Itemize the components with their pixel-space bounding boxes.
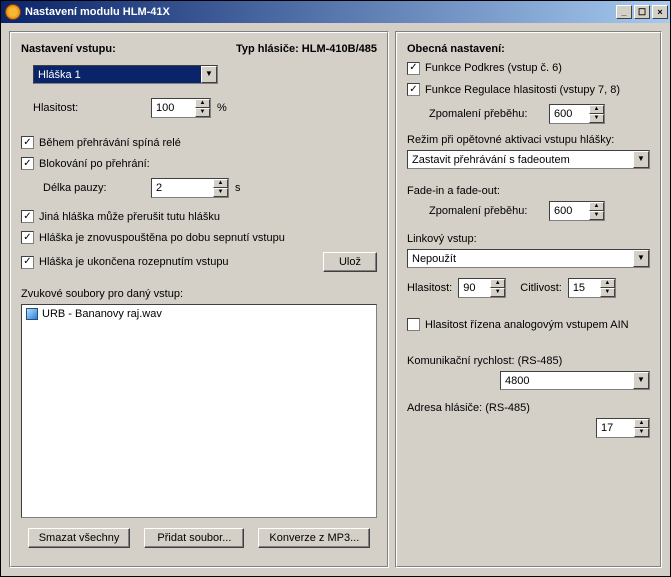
spin-down-icon[interactable]: ▼ bbox=[195, 108, 210, 117]
regulace-checkbox[interactable]: ✓ Funkce Regulace hlasitosti (vstupy 7, … bbox=[407, 83, 620, 96]
window: Nastavení modulu HLM-41X _ ☐ × Nastavení… bbox=[0, 0, 671, 577]
audio-file-icon bbox=[26, 308, 38, 320]
spin-up-icon[interactable]: ▲ bbox=[600, 279, 615, 288]
window-title: Nastavení modulu HLM-41X bbox=[25, 6, 616, 18]
link-sens-input[interactable] bbox=[569, 281, 600, 295]
addr-spinner[interactable]: ▲▼ bbox=[596, 418, 650, 438]
baud-label: Komunikační rychlost: (RS-485) bbox=[407, 355, 650, 367]
checkmark-icon: ✓ bbox=[407, 83, 420, 96]
checkbox-icon bbox=[407, 318, 420, 331]
general-settings-panel: Obecná nastavení: ✓ Funkce Podkres (vstu… bbox=[395, 31, 662, 568]
podkres-label: Funkce Podkres (vstup č. 6) bbox=[425, 62, 562, 74]
app-icon bbox=[5, 4, 21, 20]
spin-up-icon[interactable]: ▲ bbox=[195, 99, 210, 108]
podkres-checkbox[interactable]: ✓ Funkce Podkres (vstup č. 6) bbox=[407, 62, 562, 75]
spin-down-icon[interactable]: ▼ bbox=[213, 188, 228, 197]
interrupt-checkbox[interactable]: ✓ Jiná hláška může přerušit tutu hlášku bbox=[21, 210, 377, 223]
reopen-checkbox[interactable]: ✓ Hláška je znovuspouštěna po dobu sepnu… bbox=[21, 231, 377, 244]
fade-slow-spinner[interactable]: ▲▼ bbox=[549, 201, 605, 221]
volume-spinner[interactable]: ▲▼ bbox=[151, 98, 211, 118]
checkmark-icon: ✓ bbox=[21, 210, 34, 223]
mode-select-value: Zastavit přehrávání s fadeoutem bbox=[408, 153, 633, 167]
relay-checkbox[interactable]: ✓ Během přehrávání spíná relé bbox=[21, 136, 377, 149]
pause-unit: s bbox=[235, 182, 241, 194]
interrupt-checkbox-label: Jiná hláška může přerušit tutu hlášku bbox=[39, 211, 220, 223]
maximize-button[interactable]: ☐ bbox=[634, 5, 650, 19]
pause-label: Délka pauzy: bbox=[43, 182, 151, 194]
ain-checkbox[interactable]: Hlasitost řízena analogovým vstupem AIN bbox=[407, 318, 629, 331]
checkmark-icon: ✓ bbox=[407, 62, 420, 75]
reopen-checkbox-label: Hláška je znovuspouštěna po dobu sepnutí… bbox=[39, 232, 285, 244]
link-select-value: Nepoužít bbox=[408, 252, 633, 266]
spin-down-icon[interactable]: ▼ bbox=[600, 288, 615, 297]
delete-all-button[interactable]: Smazat všechny bbox=[28, 528, 131, 548]
addr-input[interactable] bbox=[597, 421, 634, 435]
spin-up-icon[interactable]: ▲ bbox=[589, 202, 604, 211]
titlebar: Nastavení modulu HLM-41X _ ☐ × bbox=[1, 1, 670, 23]
volume-input[interactable] bbox=[152, 101, 195, 115]
spin-up-icon[interactable]: ▲ bbox=[589, 105, 604, 114]
regulace-label: Funkce Regulace hlasitosti (vstupy 7, 8) bbox=[425, 84, 620, 96]
link-sens-spinner[interactable]: ▲▼ bbox=[568, 278, 616, 298]
files-listbox[interactable]: URB - Bananovy raj.wav bbox=[21, 304, 377, 518]
chevron-down-icon: ▼ bbox=[633, 250, 649, 267]
volume-unit: % bbox=[217, 102, 227, 114]
addr-label: Adresa hlásiče: (RS-485) bbox=[407, 402, 650, 414]
fade-slow-label: Zpomalení přeběhu: bbox=[429, 205, 549, 217]
spin-up-icon[interactable]: ▲ bbox=[213, 179, 228, 188]
link-label: Linkový vstup: bbox=[407, 233, 650, 245]
end-checkbox[interactable]: ✓ Hláška je ukončena rozepnutím vstupu bbox=[21, 256, 229, 269]
chevron-down-icon: ▼ bbox=[201, 66, 217, 83]
chevron-down-icon: ▼ bbox=[633, 372, 649, 389]
input-settings-heading: Nastavení vstupu: bbox=[21, 43, 116, 55]
pause-input[interactable] bbox=[152, 181, 213, 195]
block-checkbox[interactable]: ✓ Blokování po přehrání: bbox=[21, 157, 377, 170]
pause-spinner[interactable]: ▲▼ bbox=[151, 178, 229, 198]
slowdown-label: Zpomalení přeběhu: bbox=[429, 108, 549, 120]
spin-down-icon[interactable]: ▼ bbox=[490, 288, 505, 297]
fade-label: Fade-in a fade-out: bbox=[407, 185, 650, 197]
link-vol-input[interactable] bbox=[459, 281, 490, 295]
relay-checkbox-label: Během přehrávání spíná relé bbox=[39, 137, 181, 149]
slowdown-spinner[interactable]: ▲▼ bbox=[549, 104, 605, 124]
link-select[interactable]: Nepoužít ▼ bbox=[407, 249, 650, 268]
link-vol-label: Hlasitost: bbox=[407, 282, 452, 294]
input-select-value: Hláška 1 bbox=[34, 68, 201, 82]
save-button[interactable]: Ulož bbox=[323, 252, 377, 272]
checkmark-icon: ✓ bbox=[21, 256, 34, 269]
checkmark-icon: ✓ bbox=[21, 231, 34, 244]
device-type-label: Typ hlásiče: HLM-410B/485 bbox=[236, 43, 377, 55]
link-vol-spinner[interactable]: ▲▼ bbox=[458, 278, 506, 298]
convert-mp3-button[interactable]: Konverze z MP3... bbox=[258, 528, 370, 548]
block-checkbox-label: Blokování po přehrání: bbox=[39, 158, 150, 170]
end-checkbox-label: Hláška je ukončena rozepnutím vstupu bbox=[39, 256, 229, 268]
checkmark-icon: ✓ bbox=[21, 136, 34, 149]
spin-down-icon[interactable]: ▼ bbox=[634, 428, 649, 437]
file-name: URB - Bananovy raj.wav bbox=[42, 308, 162, 320]
input-settings-panel: Nastavení vstupu: Typ hlásiče: HLM-410B/… bbox=[9, 31, 389, 568]
fade-slow-input[interactable] bbox=[550, 204, 589, 218]
mode-select[interactable]: Zastavit přehrávání s fadeoutem ▼ bbox=[407, 150, 650, 169]
mode-label: Režim při opětovné aktivaci vstupu hlášk… bbox=[407, 134, 650, 146]
general-heading: Obecná nastavení: bbox=[407, 43, 505, 55]
volume-label: Hlasitost: bbox=[33, 102, 151, 114]
baud-select[interactable]: 4800 ▼ bbox=[500, 371, 650, 390]
list-item[interactable]: URB - Bananovy raj.wav bbox=[24, 307, 374, 321]
chevron-down-icon: ▼ bbox=[633, 151, 649, 168]
ain-label: Hlasitost řízena analogovým vstupem AIN bbox=[425, 319, 629, 331]
input-select[interactable]: Hláška 1 ▼ bbox=[33, 65, 218, 84]
checkmark-icon: ✓ bbox=[21, 157, 34, 170]
close-button[interactable]: × bbox=[652, 5, 668, 19]
spin-down-icon[interactable]: ▼ bbox=[589, 211, 604, 220]
baud-select-value: 4800 bbox=[501, 374, 633, 388]
spin-down-icon[interactable]: ▼ bbox=[589, 114, 604, 123]
add-file-button[interactable]: Přidat soubor... bbox=[144, 528, 244, 548]
spin-up-icon[interactable]: ▲ bbox=[490, 279, 505, 288]
minimize-button[interactable]: _ bbox=[616, 5, 632, 19]
spin-up-icon[interactable]: ▲ bbox=[634, 419, 649, 428]
slowdown-input[interactable] bbox=[550, 107, 589, 121]
link-sens-label: Citlivost: bbox=[520, 282, 562, 294]
files-label: Zvukové soubory pro daný vstup: bbox=[21, 288, 377, 300]
